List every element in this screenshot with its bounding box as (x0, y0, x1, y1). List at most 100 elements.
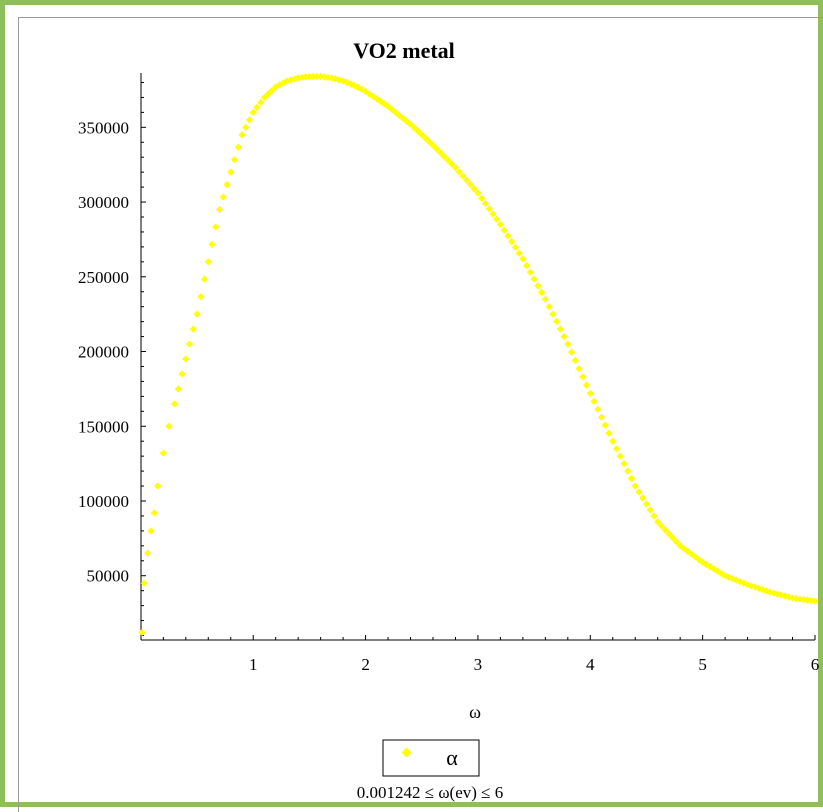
x-axis: 1 2 3 4 5 6 (141, 635, 819, 674)
data-point-interp (302, 73, 310, 81)
data-point (140, 579, 148, 587)
data-point-interp (369, 92, 377, 101)
data-point (272, 83, 280, 91)
data-point-interp (796, 595, 804, 603)
data-points (138, 72, 819, 637)
data-point (699, 558, 707, 566)
data-point-interp (515, 249, 523, 257)
y-tick-label: 350000 (78, 118, 129, 137)
data-point (170, 400, 179, 408)
data-point-interp (425, 138, 433, 146)
data-point-interp (309, 72, 317, 81)
data-point-interp (691, 553, 699, 561)
chart-title: VO2 metal (353, 38, 455, 63)
data-point (654, 518, 662, 526)
data-point (609, 437, 617, 445)
data-point-interp (200, 275, 209, 283)
data-point-interp (792, 595, 800, 603)
data-point-interp (358, 85, 366, 94)
data-point (586, 389, 594, 397)
data-point-interp (511, 243, 519, 251)
data-point-interp (650, 512, 658, 520)
data-point (519, 255, 527, 263)
data-point-interp (455, 168, 463, 176)
x-tick-label: 4 (586, 655, 595, 674)
data-point-interp (665, 530, 673, 538)
data-point (215, 205, 224, 214)
y-tick-label: 150000 (78, 417, 129, 436)
data-point-interp (605, 429, 613, 437)
y-tick-label: 50000 (87, 567, 130, 586)
data-point-interp (571, 356, 579, 365)
data-point (766, 588, 774, 596)
data-point-interp (579, 373, 587, 381)
data-point (541, 295, 549, 303)
data-point-interp (440, 152, 448, 161)
data-point-interp (242, 123, 250, 131)
data-point-interp (208, 240, 216, 249)
data-point-interp (189, 325, 197, 333)
data-point-interp (601, 421, 609, 429)
data-point-interp (279, 79, 287, 87)
data-point-interp (714, 567, 722, 575)
data-point-interp (395, 111, 403, 119)
data-point-interp (725, 573, 733, 581)
data-point-interp (582, 381, 591, 389)
data-point-interp (504, 232, 512, 240)
data-point-interp (324, 73, 332, 82)
data-point-interp (770, 589, 778, 597)
data-point-interp (234, 143, 242, 151)
data-point-interp (702, 560, 710, 569)
data-point-interp (534, 282, 542, 290)
data-point-interp (736, 578, 744, 586)
x-tick-label: 5 (698, 655, 707, 674)
data-point-interp (657, 522, 666, 530)
data-point-interp (478, 194, 486, 202)
data-point (811, 597, 819, 605)
data-point-interp (567, 348, 576, 356)
data-point-interp (545, 303, 553, 311)
data-point (154, 482, 162, 490)
data-point-interp (481, 199, 490, 208)
legend-box (382, 739, 480, 777)
data-point-interp (661, 526, 669, 534)
data-point-interp (627, 474, 636, 483)
y-tick-label: 300000 (78, 193, 129, 212)
data-point-interp (346, 80, 355, 88)
data-point-interp (466, 181, 475, 189)
data-point (406, 120, 415, 128)
data-point (339, 77, 347, 85)
data-point (193, 310, 201, 318)
data-point-interp (635, 488, 643, 496)
data-point (305, 72, 313, 81)
x-tick-label: 2 (361, 655, 370, 674)
data-point-interp (414, 127, 422, 135)
data-point (350, 81, 358, 90)
data-point-interp (646, 506, 654, 514)
data-point (451, 164, 460, 172)
data-point-interp (537, 288, 546, 297)
data-point-interp (485, 205, 493, 213)
data-point-interp (290, 75, 299, 83)
data-point-interp (230, 156, 239, 164)
data-point-interp (612, 445, 621, 453)
data-point-interp (185, 340, 194, 348)
data-point-interp (245, 116, 254, 124)
y-tick-label: 250000 (78, 268, 129, 287)
chart: VO2 metal 50000 100000 150000 200000 250000 3… (78, 38, 819, 802)
data-point-interp (616, 452, 624, 460)
data-point-interp (257, 98, 265, 107)
data-point-interp (594, 405, 602, 413)
data-point-interp (212, 223, 220, 231)
data-point-interp (762, 587, 770, 595)
data-point (564, 340, 572, 348)
data-point-interp (590, 397, 598, 405)
x-tick-label: 6 (811, 655, 820, 674)
data-point-interp (253, 103, 261, 111)
data-point-interp (268, 86, 276, 95)
data-point-interp (807, 597, 815, 605)
data-point (317, 72, 325, 81)
data-point (165, 422, 173, 430)
data-point-interp (729, 575, 737, 583)
data-point (361, 87, 370, 96)
